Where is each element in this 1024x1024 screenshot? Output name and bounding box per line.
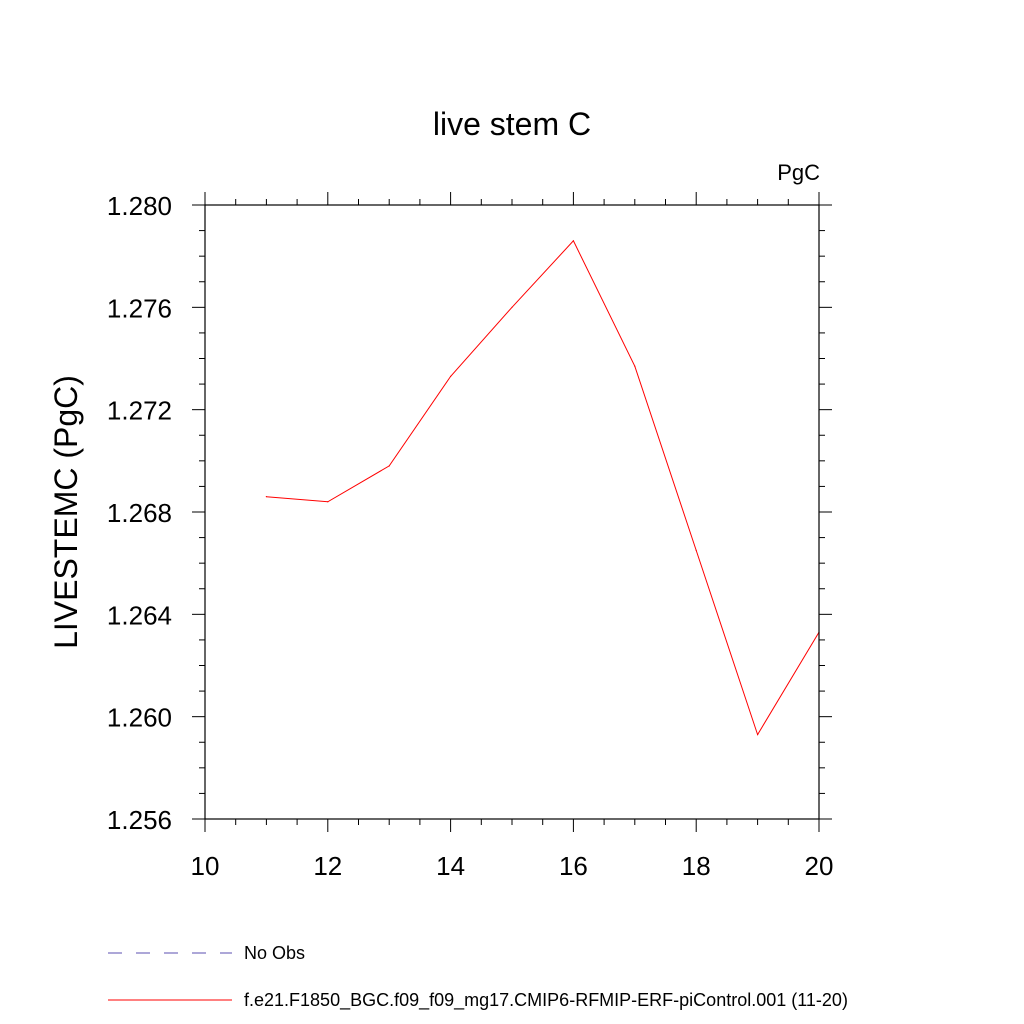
legend: No Obs f.e21.F1850_BGC.f09_f09_mg17.CMIP6… — [108, 943, 848, 1011]
legend-label: No Obs — [244, 943, 305, 963]
axis-ticks — [192, 192, 832, 832]
y-tick-label: 1.256 — [107, 805, 172, 835]
tick-labels: 10 12 14 16 18 20 1.256 1.260 1.264 1.268 1.272 1.2… — [107, 191, 834, 881]
legend-label: f.e21.F1850_BGC.f09_f09_mg17.CMIP6-RFMIP… — [244, 990, 848, 1011]
x-tick-label: 12 — [313, 851, 342, 881]
units-label: PgC — [777, 160, 820, 185]
x-tick-label: 16 — [559, 851, 588, 881]
x-tick-label: 14 — [436, 851, 465, 881]
data-point — [265, 496, 267, 498]
y-tick-label: 1.260 — [107, 703, 172, 733]
series-lines — [265, 239, 820, 736]
series-line — [266, 239, 820, 736]
y-tick-label: 1.276 — [107, 293, 172, 323]
x-tick-label: 20 — [805, 851, 834, 881]
data-point — [327, 501, 329, 503]
y-tick-label: 1.272 — [107, 396, 172, 426]
x-tick-label: 18 — [682, 851, 711, 881]
plot-frame — [204, 204, 820, 820]
y-tick-label: 1.268 — [107, 498, 172, 528]
data-point — [388, 465, 390, 467]
data-point — [757, 733, 759, 736]
chart-title: live stem C — [433, 106, 591, 142]
data-point — [450, 375, 452, 378]
data-point — [634, 365, 636, 367]
y-axis-label: LIVESTEMC (PgC) — [48, 375, 84, 649]
x-tick-label: 10 — [191, 851, 220, 881]
data-point — [572, 240, 575, 242]
y-tick-label: 1.264 — [107, 600, 172, 630]
data-point — [511, 306, 513, 308]
data-point — [695, 549, 697, 551]
y-tick-label: 1.280 — [107, 191, 172, 221]
